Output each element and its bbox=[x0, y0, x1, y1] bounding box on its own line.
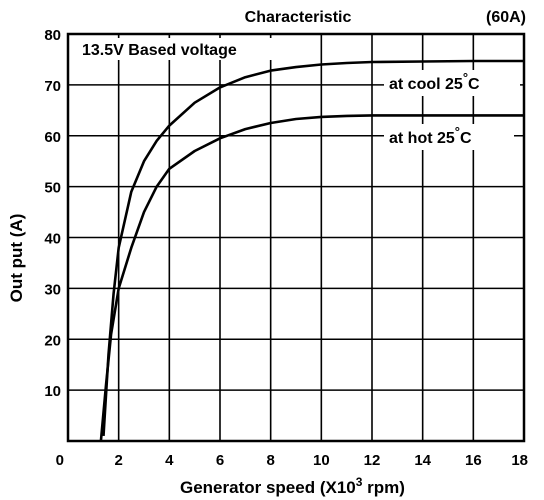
y-tick-label: 80 bbox=[44, 27, 61, 44]
series-label-hot: at hot 25°C bbox=[389, 124, 472, 147]
x-tick-label: 8 bbox=[266, 452, 274, 469]
x-tick-label: 14 bbox=[414, 452, 431, 469]
x-tick-labels: 0 2 4 6 8 10 12 14 16 18 bbox=[56, 452, 528, 469]
series-label-cool: at cool 25°C bbox=[389, 70, 480, 93]
y-tick-labels: 10 20 30 40 50 60 70 80 bbox=[44, 27, 61, 400]
x-tick-label: 0 bbox=[56, 452, 64, 469]
series-lines bbox=[99, 59, 524, 442]
x-tick-label: 10 bbox=[313, 452, 330, 469]
y-axis-label: Out put (A) bbox=[7, 214, 26, 303]
y-tick-label: 20 bbox=[44, 332, 61, 349]
voltage-note: 13.5V Based voltage bbox=[82, 42, 237, 59]
y-tick-label: 30 bbox=[44, 281, 61, 298]
y-tick-label: 70 bbox=[44, 78, 61, 95]
x-tick-label: 18 bbox=[511, 452, 528, 469]
plot-frame bbox=[66, 32, 526, 443]
hot-label-background bbox=[384, 124, 514, 150]
x-tick-label: 6 bbox=[216, 452, 224, 469]
y-tick-label: 50 bbox=[44, 180, 61, 197]
rating-label: (60A) bbox=[486, 9, 526, 26]
cool-label-background bbox=[384, 70, 520, 96]
series-line-hot bbox=[99, 114, 524, 442]
chart-title: Characteristic bbox=[245, 9, 352, 26]
x-tick-label: 2 bbox=[114, 452, 122, 469]
y-tick-label: 60 bbox=[44, 129, 61, 146]
x-tick-label: 16 bbox=[465, 452, 482, 469]
x-tick-label: 4 bbox=[165, 452, 174, 469]
y-tick-label: 10 bbox=[44, 383, 61, 400]
note-background bbox=[78, 38, 278, 60]
x-axis-label: Generator speed (X103 rpm) bbox=[180, 475, 405, 497]
series-line-cool bbox=[102, 59, 524, 436]
y-tick-label: 40 bbox=[44, 231, 61, 248]
x-tick-label: 12 bbox=[364, 452, 381, 469]
